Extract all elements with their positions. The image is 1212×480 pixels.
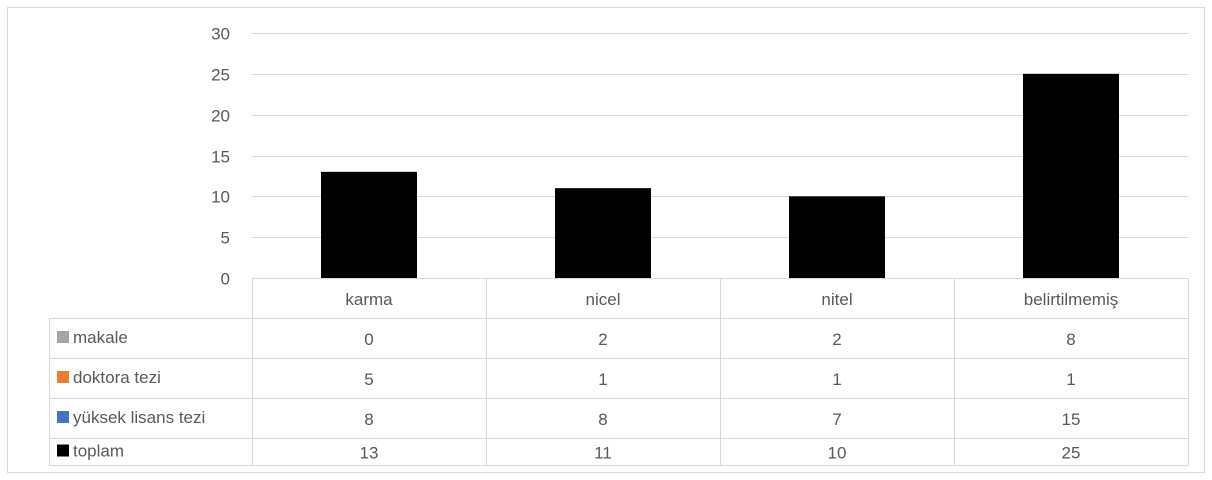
category-label: karma	[345, 290, 393, 309]
legend-key	[57, 331, 69, 343]
category-label: nitel	[821, 290, 852, 309]
series-name: toplam	[73, 442, 124, 461]
data-value: 15	[1062, 410, 1081, 429]
bar	[555, 188, 651, 278]
legend-key	[57, 444, 69, 457]
data-value: 1	[832, 370, 841, 389]
y-tick-label: 30	[211, 25, 230, 44]
series-name: yüksek lisans tezi	[73, 408, 205, 427]
data-value: 11	[594, 444, 612, 463]
bar	[1023, 73, 1119, 278]
bar	[321, 171, 417, 278]
data-value: 8	[364, 410, 373, 429]
data-value: 1	[598, 370, 607, 389]
data-value: 1	[1066, 370, 1075, 389]
data-value: 7	[832, 410, 841, 429]
data-value: 2	[832, 330, 841, 349]
legend-key	[57, 411, 69, 423]
data-value: 13	[360, 444, 379, 463]
category-label: nicel	[586, 290, 621, 309]
y-tick-label: 25	[211, 66, 230, 85]
category-label: belirtilmemiş	[1024, 290, 1118, 309]
data-value: 5	[364, 370, 373, 389]
data-value: 8	[1066, 330, 1075, 349]
data-value: 8	[598, 410, 607, 429]
series-name: doktora tezi	[73, 368, 161, 387]
series-name: makale	[73, 328, 128, 347]
data-value: 10	[828, 444, 847, 463]
data-value: 25	[1062, 444, 1081, 463]
chart-frame	[7, 7, 1205, 473]
data-value: 2	[598, 330, 607, 349]
y-tick-label: 5	[221, 229, 230, 248]
legend-key	[57, 371, 69, 383]
y-tick-label: 10	[211, 188, 230, 207]
y-tick-label: 15	[211, 148, 230, 167]
y-tick-label: 20	[211, 107, 230, 126]
bar	[789, 196, 885, 278]
data-value: 0	[364, 330, 373, 349]
y-tick-label: 0	[221, 270, 230, 289]
